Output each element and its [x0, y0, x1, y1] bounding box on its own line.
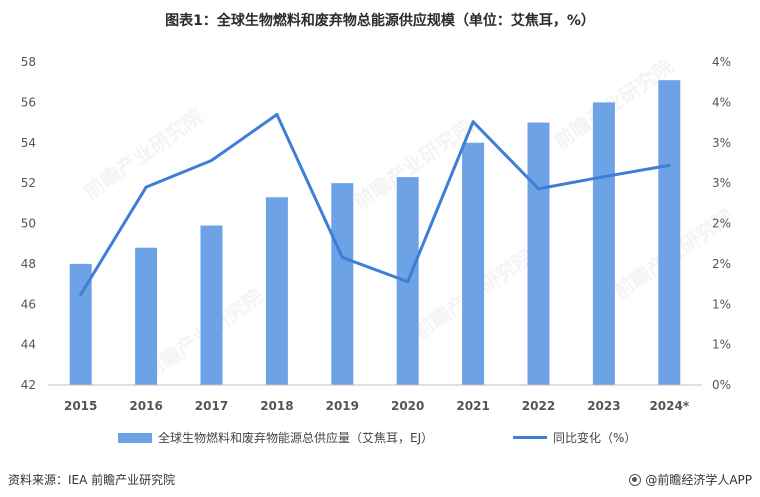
x-tick-label: 2019 [326, 399, 359, 413]
line-point [667, 163, 671, 167]
y2-tick-label: 1% [712, 338, 731, 352]
legend-bar-label: 全球生物燃料和废弃物能源总供应量（艾焦耳，EJ） [158, 431, 434, 445]
qianzhan-logo-icon [629, 473, 642, 486]
y-tick-label: 42 [21, 378, 36, 392]
credit: @前瞻经济学人APP [629, 471, 752, 488]
x-tick-label: 2020 [391, 399, 424, 413]
chart-title: 图表1：全球生物燃料和废弃物总能源供应规模（单位：艾焦耳，%） [165, 13, 595, 29]
y2-tick-label: 3% [712, 136, 731, 150]
x-tick-label: 2021 [456, 399, 489, 413]
legend-item-bar: 全球生物燃料和废弃物能源总供应量（艾焦耳，EJ） [118, 429, 433, 446]
line-point [275, 112, 279, 116]
bar [265, 197, 288, 385]
y2-tick-label: 1% [712, 297, 731, 311]
y2-tick-label: 4% [712, 95, 731, 109]
bar [135, 247, 158, 385]
bar [592, 102, 615, 385]
y-tick-label: 44 [21, 338, 36, 352]
x-tick-label: 2016 [129, 399, 162, 413]
legend-item-line: 同比变化（%） [513, 429, 636, 446]
bar [331, 183, 354, 385]
line-point [471, 120, 475, 124]
credit-text: @前瞻经济学人APP [645, 473, 752, 487]
y2-tick-label: 0% [712, 378, 731, 392]
x-tick-label: 2024* [649, 399, 689, 413]
legend-line-label: 同比变化（%） [553, 431, 637, 445]
line-point [340, 255, 344, 259]
x-tick-label: 2022 [522, 399, 555, 413]
x-tick-label: 2017 [195, 399, 228, 413]
x-tick-label: 2018 [260, 399, 293, 413]
chart: 前瞻产业研究院前瞻产业研究院前瞻产业研究院前瞻产业研究院前瞻产业研究院前瞻产业研… [21, 54, 738, 413]
y-tick-label: 52 [21, 176, 36, 190]
y2-tick-label: 2% [712, 217, 731, 231]
line-point [537, 187, 540, 191]
y2-tick-label: 2% [712, 257, 731, 271]
line-point [210, 159, 213, 163]
legend-line-swatch [513, 436, 547, 439]
line-series [79, 112, 671, 297]
y-tick-label: 50 [21, 217, 36, 231]
y-axis-right: 0% 1% 1% 2% 2% 3% 3% 4% 4% [712, 55, 731, 392]
y2-tick-label: 3% [712, 176, 731, 190]
line-series-path [79, 112, 670, 296]
x-tick-label: 2023 [587, 399, 620, 413]
bar [462, 142, 485, 385]
x-axis: 2015 2016 2017 2018 2019 2020 2021 2022 2023 2024… [64, 399, 690, 413]
y-tick-label: 48 [21, 257, 36, 271]
y-axis-left: 42 44 46 48 50 52 54 56 58 [21, 55, 36, 392]
y-tick-label: 54 [21, 136, 36, 150]
bar [658, 80, 681, 385]
line-point [406, 280, 410, 284]
legend-bar-swatch [118, 432, 152, 443]
source-note: 资料来源：IEA 前瞻产业研究院 [8, 473, 176, 487]
bar [527, 122, 550, 385]
bar [69, 263, 92, 385]
line-point [79, 293, 83, 297]
legend: 全球生物燃料和废弃物能源总供应量（艾焦耳，EJ） 同比变化（%） [0, 429, 760, 447]
bar-series [69, 80, 681, 385]
y-tick-label: 56 [21, 95, 36, 109]
line-point [602, 175, 606, 179]
bar [200, 225, 223, 385]
y-tick-label: 46 [21, 297, 36, 311]
y2-tick-label: 4% [712, 55, 731, 69]
line-point [144, 185, 148, 189]
y-tick-label: 58 [21, 55, 36, 69]
x-tick-label: 2015 [64, 399, 97, 413]
